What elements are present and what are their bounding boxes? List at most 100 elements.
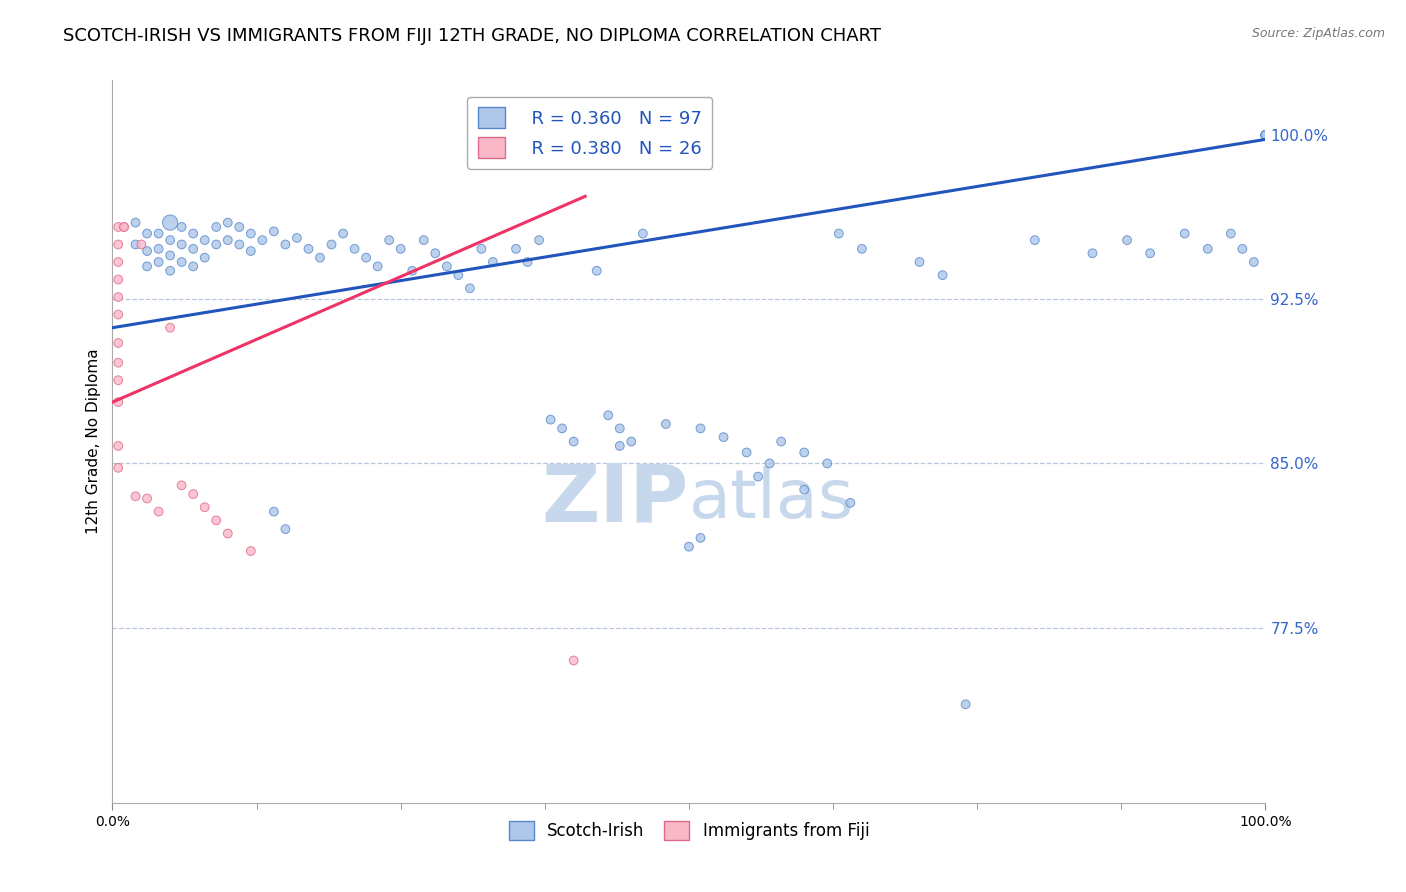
Point: [205, 513, 228, 527]
Point: [713, 430, 735, 444]
Point: [136, 491, 159, 506]
Point: [540, 412, 562, 426]
Point: [170, 219, 193, 234]
Point: [159, 216, 181, 230]
Point: [378, 233, 401, 247]
Point: [598, 409, 620, 423]
Point: [562, 434, 585, 449]
Point: [793, 483, 815, 497]
Point: [285, 231, 308, 245]
Point: [107, 290, 129, 304]
Point: [1254, 128, 1277, 142]
Point: [217, 233, 239, 247]
Point: [239, 227, 262, 241]
Point: [1197, 242, 1219, 256]
Point: [239, 544, 262, 558]
Point: [678, 540, 700, 554]
Text: ZIP: ZIP: [541, 460, 689, 539]
Point: [1219, 227, 1241, 241]
Point: [159, 248, 181, 262]
Point: [228, 219, 250, 234]
Point: [194, 500, 217, 515]
Point: [274, 522, 297, 536]
Point: [124, 489, 146, 503]
Point: [107, 219, 129, 234]
Point: [1024, 233, 1046, 247]
Point: [1254, 128, 1277, 142]
Point: [112, 219, 135, 234]
Point: [1174, 227, 1197, 241]
Point: [1139, 246, 1161, 260]
Point: [274, 237, 297, 252]
Point: [470, 242, 492, 256]
Point: [343, 242, 366, 256]
Point: [1254, 128, 1277, 142]
Point: [1243, 255, 1265, 269]
Point: [107, 255, 129, 269]
Point: [412, 233, 434, 247]
Point: [770, 434, 793, 449]
Point: [107, 439, 129, 453]
Point: [1081, 246, 1104, 260]
Point: [181, 227, 204, 241]
Point: [332, 227, 354, 241]
Point: [124, 237, 146, 252]
Point: [309, 251, 332, 265]
Point: [828, 227, 851, 241]
Point: [747, 469, 769, 483]
Point: [631, 227, 654, 241]
Point: [609, 439, 631, 453]
Point: [527, 233, 550, 247]
Point: [107, 460, 129, 475]
Point: [136, 260, 159, 274]
Point: [655, 417, 678, 431]
Point: [851, 242, 873, 256]
Point: [194, 233, 217, 247]
Point: [1254, 128, 1277, 142]
Point: [148, 505, 170, 519]
Point: [458, 281, 481, 295]
Point: [170, 255, 193, 269]
Point: [107, 373, 129, 387]
Point: [107, 237, 129, 252]
Point: [181, 260, 204, 274]
Point: [1254, 128, 1277, 142]
Point: [252, 233, 274, 247]
Point: [112, 219, 135, 234]
Point: [228, 237, 250, 252]
Legend: Scotch-Irish, Immigrants from Fiji: Scotch-Irish, Immigrants from Fiji: [501, 813, 877, 848]
Point: [516, 255, 538, 269]
Point: [159, 320, 181, 334]
Point: [1232, 242, 1254, 256]
Point: [181, 487, 204, 501]
Point: [217, 216, 239, 230]
Point: [367, 260, 389, 274]
Point: [425, 246, 447, 260]
Point: [170, 478, 193, 492]
Point: [107, 272, 129, 286]
Y-axis label: 12th Grade, No Diploma: 12th Grade, No Diploma: [86, 349, 101, 534]
Point: [758, 457, 780, 471]
Point: [148, 255, 170, 269]
Point: [389, 242, 412, 256]
Point: [839, 496, 862, 510]
Point: [217, 526, 239, 541]
Point: [1254, 128, 1277, 142]
Point: [148, 227, 170, 241]
Point: [205, 237, 228, 252]
Point: [401, 264, 423, 278]
Point: [908, 255, 931, 269]
Point: [354, 251, 377, 265]
Point: [447, 268, 470, 282]
Point: [436, 260, 458, 274]
Point: [321, 237, 343, 252]
Point: [815, 457, 838, 471]
Point: [148, 242, 170, 256]
Point: [129, 237, 153, 252]
Point: [505, 242, 527, 256]
Point: [562, 653, 585, 667]
Point: [194, 251, 217, 265]
Point: [159, 264, 181, 278]
Point: [181, 242, 204, 256]
Point: [1254, 128, 1277, 142]
